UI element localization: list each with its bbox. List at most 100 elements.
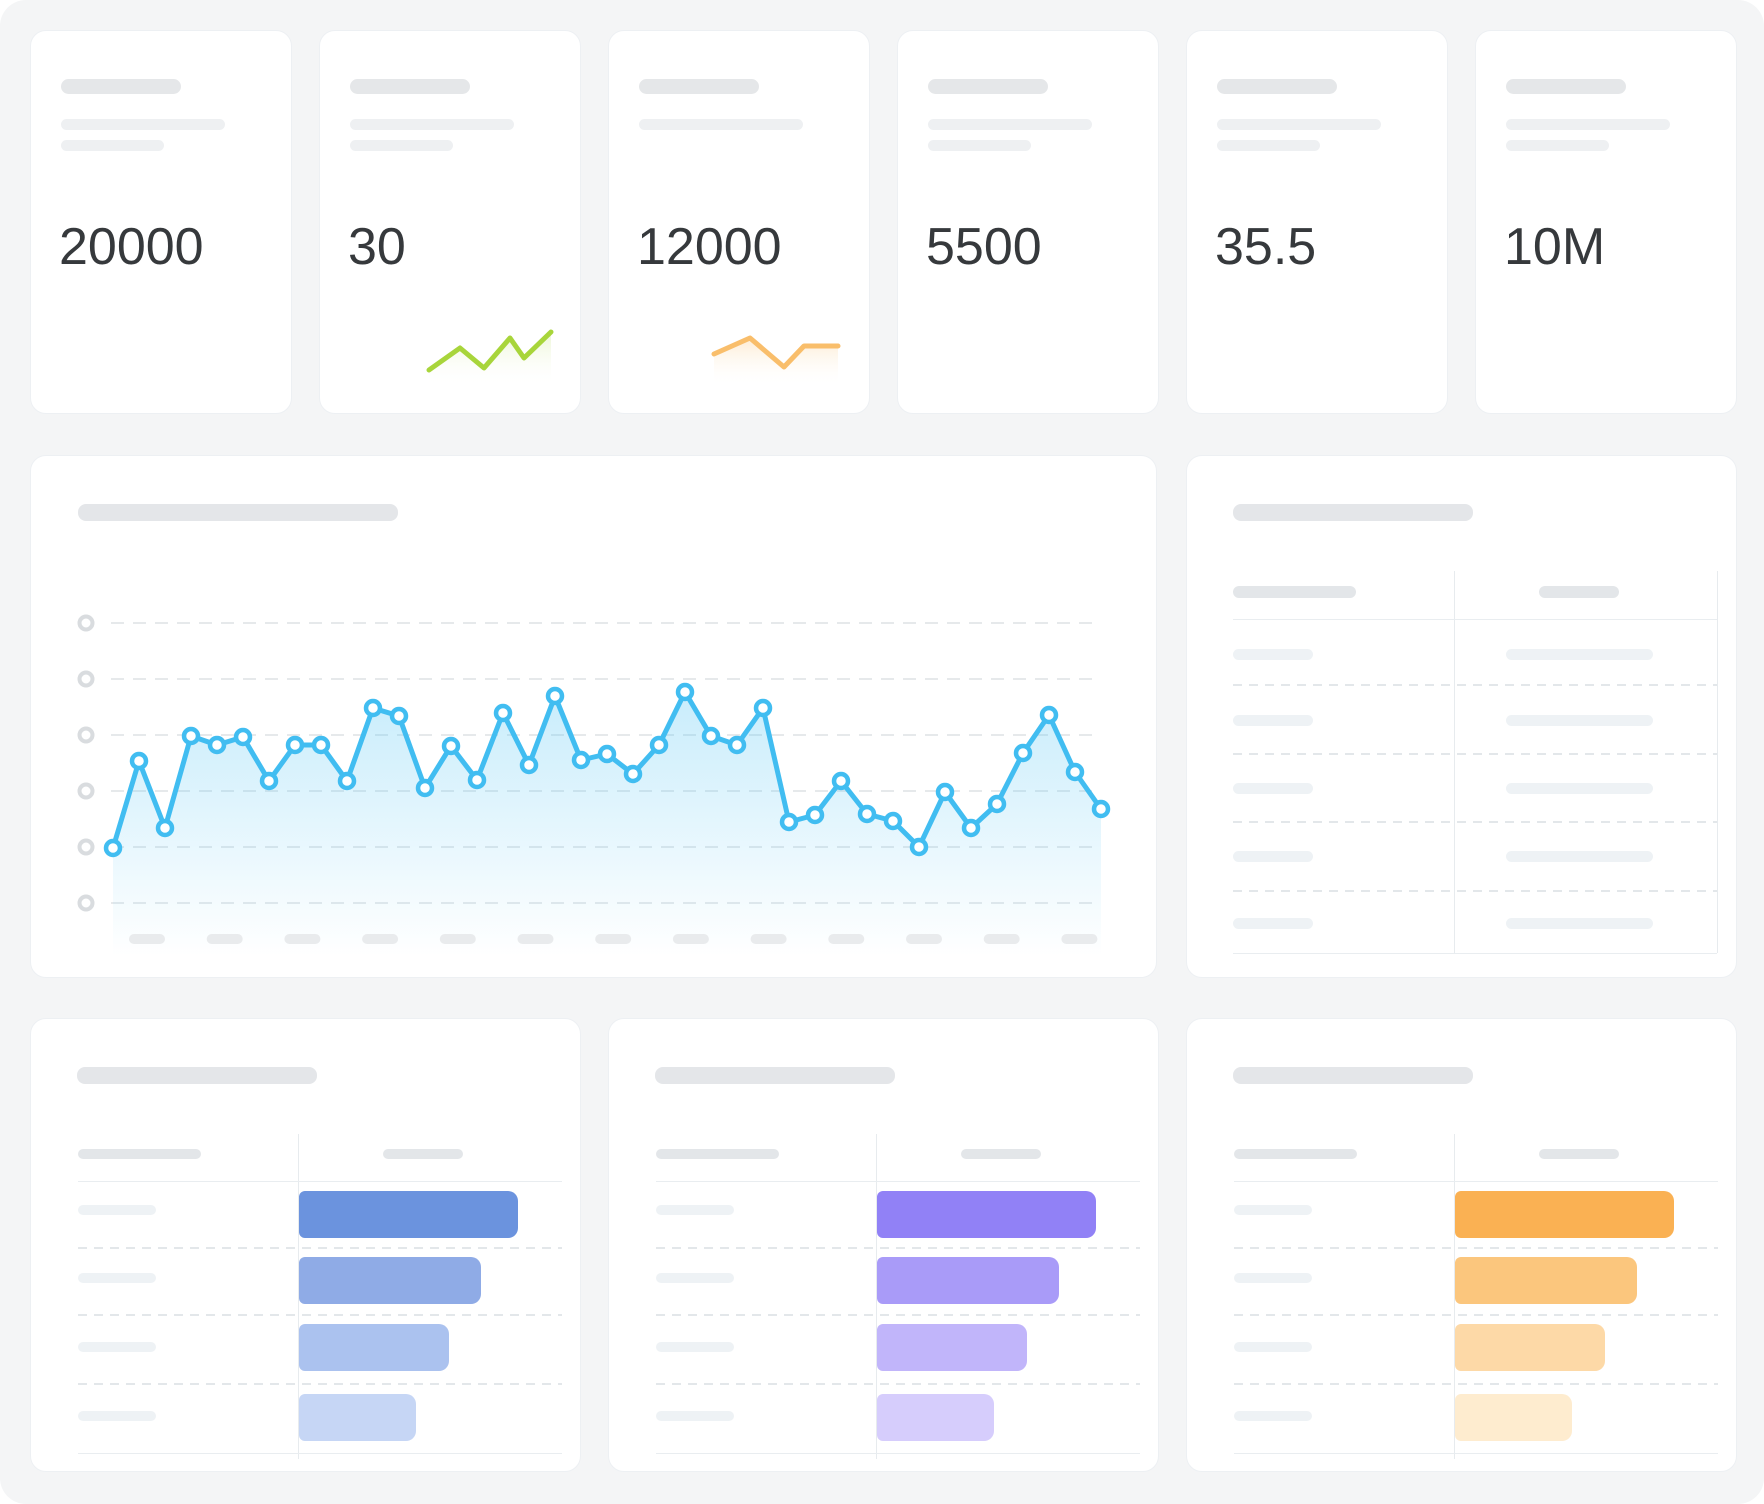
bar-row-divider xyxy=(656,1314,1140,1316)
stat-value: 20000 xyxy=(59,218,204,276)
placeholder-line xyxy=(61,140,164,151)
stat-card-5: 35.5 xyxy=(1186,30,1448,414)
bar-row-divider xyxy=(78,1247,562,1249)
bar xyxy=(877,1324,1027,1371)
stat-value: 35.5 xyxy=(1215,218,1317,276)
bar xyxy=(299,1324,449,1371)
bar-chart-column-header xyxy=(78,1149,201,1159)
placeholder-title xyxy=(350,79,470,94)
table-cell-placeholder xyxy=(1506,851,1653,862)
placeholder-line xyxy=(1217,119,1381,130)
bar xyxy=(1455,1324,1605,1371)
bar-row-label xyxy=(1234,1342,1312,1352)
bar-row-label xyxy=(656,1342,734,1352)
placeholder-line xyxy=(61,119,225,130)
bar-row-label xyxy=(656,1411,734,1421)
table-column-header xyxy=(1539,586,1619,598)
bar-row-label xyxy=(78,1411,156,1421)
bar-row-label xyxy=(1234,1273,1312,1283)
placeholder-line xyxy=(350,119,514,130)
bar xyxy=(1455,1191,1674,1238)
bar-chart-card-3 xyxy=(1186,1018,1737,1472)
bar-chart-header-rule xyxy=(78,1181,562,1182)
bar-chart-column-header xyxy=(656,1149,779,1159)
placeholder-line xyxy=(928,140,1031,151)
bar-chart-column-header xyxy=(383,1149,463,1159)
stat-card-2: 30 xyxy=(319,30,581,414)
placeholder-line xyxy=(350,140,453,151)
table-cell-placeholder xyxy=(1233,918,1313,929)
bar-chart-bottom-rule xyxy=(78,1453,562,1454)
sparkline-chart xyxy=(711,335,841,386)
bar-chart-header-rule xyxy=(1234,1181,1718,1182)
table-row-divider xyxy=(1233,890,1717,892)
placeholder-title xyxy=(77,1067,317,1084)
placeholder-line xyxy=(1506,140,1609,151)
table-cell-placeholder xyxy=(1506,649,1653,660)
bar xyxy=(877,1191,1096,1238)
bar-chart-column-header xyxy=(1539,1149,1619,1159)
stat-card-6: 10M xyxy=(1475,30,1737,414)
bar xyxy=(877,1257,1059,1304)
placeholder-title xyxy=(61,79,181,94)
table-column-header xyxy=(1233,586,1356,598)
bar-chart-header-rule xyxy=(656,1181,1140,1182)
table-cell-placeholder xyxy=(1506,918,1653,929)
table-cell-placeholder xyxy=(1233,851,1313,862)
bar-chart-bottom-rule xyxy=(1234,1453,1718,1454)
placeholder-title xyxy=(78,504,398,521)
bar xyxy=(877,1394,994,1441)
placeholder-title xyxy=(655,1067,895,1084)
stat-value: 10M xyxy=(1504,218,1606,276)
table-row-divider xyxy=(1233,753,1717,755)
bar-row-divider xyxy=(1234,1314,1718,1316)
bar xyxy=(299,1257,481,1304)
bar-row-label xyxy=(78,1342,156,1352)
bar-chart-axis xyxy=(876,1134,877,1459)
bar xyxy=(1455,1257,1637,1304)
placeholder-line xyxy=(639,119,803,130)
bar xyxy=(299,1394,416,1441)
sparkline-chart xyxy=(426,329,554,386)
bar-chart-column-header xyxy=(1234,1149,1357,1159)
stat-card-3: 12000 xyxy=(608,30,870,414)
placeholder-line xyxy=(1217,140,1320,151)
table-cell-placeholder xyxy=(1233,783,1313,794)
stat-card-1: 20000 xyxy=(30,30,292,414)
stat-card-4: 5500 xyxy=(897,30,1159,414)
bar-chart-card-1 xyxy=(30,1018,581,1472)
table-right-border xyxy=(1717,571,1718,953)
bar-row-divider xyxy=(656,1247,1140,1249)
placeholder-title xyxy=(928,79,1048,94)
bar xyxy=(1455,1394,1572,1441)
bar-row-divider xyxy=(1234,1383,1718,1385)
table-cell-placeholder xyxy=(1233,715,1313,726)
table-row-divider xyxy=(1233,821,1717,823)
bar-chart-axis xyxy=(1454,1134,1455,1459)
table-bottom-rule xyxy=(1233,953,1717,954)
bar-chart-bottom-rule xyxy=(656,1453,1140,1454)
bar-row-label xyxy=(656,1273,734,1283)
placeholder-title xyxy=(639,79,759,94)
placeholder-line xyxy=(1506,119,1670,130)
placeholder-title xyxy=(1217,79,1337,94)
stat-value: 12000 xyxy=(637,218,782,276)
table-cell-placeholder xyxy=(1233,649,1313,660)
bar-row-divider xyxy=(656,1383,1140,1385)
bar-row-label xyxy=(1234,1205,1312,1215)
table-card xyxy=(1186,455,1737,978)
bar-row-label xyxy=(78,1205,156,1215)
placeholder-title xyxy=(1233,504,1473,521)
bar-row-divider xyxy=(78,1383,562,1385)
stat-value: 30 xyxy=(348,218,406,276)
table-cell-placeholder xyxy=(1506,783,1653,794)
placeholder-title xyxy=(1506,79,1626,94)
bar-row-divider xyxy=(78,1314,562,1316)
bar-chart-axis xyxy=(298,1134,299,1459)
line-chart-card xyxy=(30,455,1157,978)
bar-row-divider xyxy=(1234,1247,1718,1249)
bar xyxy=(299,1191,518,1238)
placeholder-title xyxy=(1233,1067,1473,1084)
table-cell-placeholder xyxy=(1506,715,1653,726)
